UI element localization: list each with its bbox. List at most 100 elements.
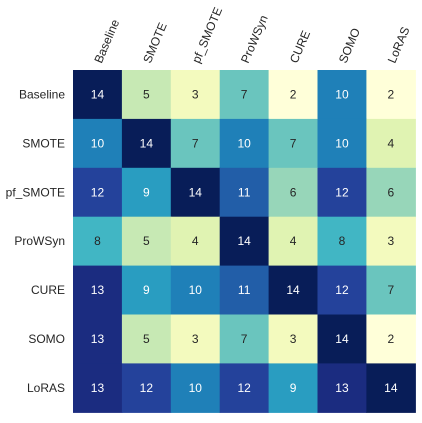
cell-value-label: 7 bbox=[290, 136, 297, 150]
cell-value-label: 12 bbox=[91, 185, 105, 199]
cell-value-label: 6 bbox=[290, 185, 297, 199]
heatmap-cell-baseline-cure bbox=[268, 70, 319, 120]
cell-value-label: 8 bbox=[339, 234, 346, 248]
x-tick-label-baseline: Baseline bbox=[91, 17, 122, 65]
cell-value-label: 3 bbox=[388, 234, 395, 248]
cell-value-label: 13 bbox=[91, 332, 105, 346]
heatmap-cell-somo-smote bbox=[121, 314, 172, 364]
cell-value-label: 5 bbox=[143, 87, 150, 101]
cell-value-label: 9 bbox=[143, 185, 150, 199]
cell-value-label: 11 bbox=[238, 283, 251, 297]
heatmap-cell-somo-pf-smote bbox=[170, 314, 221, 364]
heatmap-cell-smote-somo bbox=[317, 118, 367, 169]
cell-value-label: 13 bbox=[91, 283, 105, 297]
cell-value-label: 12 bbox=[335, 283, 349, 297]
cell-value-label: 4 bbox=[388, 136, 395, 150]
heatmap-cell-cure-smote bbox=[121, 265, 172, 316]
y-tick-label-loras: LoRAS bbox=[27, 381, 65, 395]
cell-value-label: 7 bbox=[241, 332, 248, 346]
heatmap-cell-loras-loras bbox=[366, 363, 416, 413]
cell-value-label: 2 bbox=[290, 87, 297, 101]
cell-value-label: 3 bbox=[290, 332, 297, 346]
cell-value-label: 12 bbox=[140, 381, 154, 395]
heatmap-cell-labels: 14 5 3 7 2 10 2 10 14 7 10 7 10 4 12 9 14 11 6 12 6 8 5 4 14 4 8 3 1… bbox=[91, 87, 398, 394]
heatmap-cell-pf-smote-loras bbox=[366, 167, 416, 218]
heatmap-cell-smote-pf-smote bbox=[170, 118, 221, 169]
cell-value-label: 4 bbox=[290, 234, 297, 248]
heatmap-cell-loras-smote bbox=[121, 363, 172, 413]
heatmap-cell-baseline-prowsyn bbox=[219, 70, 270, 120]
heatmap-cell-prowsyn-smote bbox=[121, 216, 172, 267]
heatmap-cell-prowsyn-prowsyn bbox=[219, 216, 270, 267]
heatmap-cell-baseline-baseline bbox=[73, 70, 123, 120]
heatmap-cell-somo-loras bbox=[366, 314, 416, 364]
heatmap-cell-prowsyn-pf-smote bbox=[170, 216, 221, 267]
y-tick-label-cure: CURE bbox=[31, 283, 65, 297]
cell-value-label: 10 bbox=[237, 136, 251, 150]
heatmap-cell-prowsyn-loras bbox=[366, 216, 416, 267]
heatmap-cell-prowsyn-baseline bbox=[73, 216, 123, 267]
heatmap-cell-somo-baseline bbox=[73, 314, 123, 364]
y-tick-label-somo: SOMO bbox=[28, 332, 65, 346]
heatmap-cell-prowsyn-cure bbox=[268, 216, 319, 267]
cell-value-label: 13 bbox=[335, 381, 349, 395]
x-tick-label-prowsyn: ProWSyn bbox=[238, 13, 271, 65]
heatmap-cell-pf-smote-prowsyn bbox=[219, 167, 270, 218]
cell-value-label: 14 bbox=[91, 87, 105, 101]
heatmap-cell-cure-pf-smote bbox=[170, 265, 221, 316]
cell-value-label: 3 bbox=[192, 332, 199, 346]
heatmap-cell-smote-cure bbox=[268, 118, 319, 169]
heatmap-cell-smote-loras bbox=[366, 118, 416, 169]
cell-value-label: 10 bbox=[189, 283, 203, 297]
cell-value-label: 2 bbox=[388, 87, 395, 101]
heatmap-cell-cure-somo bbox=[317, 265, 367, 316]
heatmap-cell-baseline-pf-smote bbox=[170, 70, 221, 120]
x-tick-label-cure: CURE bbox=[287, 28, 313, 65]
y-axis-tick-labels: Baseline SMOTE pf_SMOTE ProWSyn CURE SOMO LoRA… bbox=[6, 87, 66, 394]
heatmap-cell-smote-smote bbox=[121, 118, 172, 169]
cell-value-label: 10 bbox=[335, 136, 349, 150]
y-tick-label-baseline: Baseline bbox=[19, 87, 65, 101]
heatmap-cell-somo-prowsyn bbox=[219, 314, 270, 364]
y-tick-label-smote: SMOTE bbox=[22, 136, 65, 150]
heatmap-cell-pf-smote-somo bbox=[317, 167, 367, 218]
cell-value-label: 12 bbox=[335, 185, 349, 199]
cell-value-label: 14 bbox=[286, 283, 300, 297]
cell-value-label: 14 bbox=[237, 234, 251, 248]
cell-value-label: 10 bbox=[335, 87, 349, 101]
heatmap-cell-pf-smote-pf-smote bbox=[170, 167, 221, 218]
heatmap-cell-loras-cure bbox=[268, 363, 319, 413]
cell-value-label: 6 bbox=[388, 185, 395, 199]
heatmap-cell-baseline-somo bbox=[317, 70, 367, 120]
heatmap-cells bbox=[73, 70, 416, 413]
heatmap-cell-loras-pf-smote bbox=[170, 363, 221, 413]
heatmap-cell-baseline-smote bbox=[121, 70, 172, 120]
cell-value-label: 3 bbox=[192, 87, 199, 101]
cell-value-label: 11 bbox=[238, 185, 251, 199]
cell-value-label: 5 bbox=[143, 234, 150, 248]
heatmap-cell-baseline-loras bbox=[366, 70, 416, 120]
heatmap-cell-pf-smote-smote bbox=[121, 167, 172, 218]
heatmap-cell-loras-somo bbox=[317, 363, 367, 413]
cell-value-label: 7 bbox=[241, 87, 248, 101]
cell-value-label: 10 bbox=[91, 136, 105, 150]
cell-value-label: 14 bbox=[384, 381, 398, 395]
cell-value-label: 9 bbox=[143, 283, 150, 297]
y-tick-label-pf-smote: pf_SMOTE bbox=[6, 185, 65, 199]
x-tick-label-smote: SMOTE bbox=[140, 20, 170, 65]
cell-value-label: 10 bbox=[189, 381, 203, 395]
cell-value-label: 14 bbox=[189, 185, 203, 199]
cell-value-label: 14 bbox=[335, 332, 349, 346]
heatmap-cell-cure-baseline bbox=[73, 265, 123, 316]
y-tick-label-prowsyn: ProWSyn bbox=[14, 234, 65, 248]
x-tick-label-pf-smote: pf_SMOTE bbox=[189, 5, 225, 65]
heatmap-cell-cure-loras bbox=[366, 265, 416, 316]
heatmap-cell-somo-somo bbox=[317, 314, 367, 364]
heatmap-cell-cure-prowsyn bbox=[219, 265, 270, 316]
heatmap-cell-cure-cure bbox=[268, 265, 319, 316]
x-axis-tick-labels: Baseline SMOTE pf_SMOTE ProWSyn CURE SOMO LoRA… bbox=[91, 5, 412, 65]
heatmap-cell-smote-baseline bbox=[73, 118, 123, 169]
heatmap-cell-pf-smote-baseline bbox=[73, 167, 123, 218]
cell-value-label: 9 bbox=[290, 381, 297, 395]
cell-value-label: 14 bbox=[140, 136, 154, 150]
